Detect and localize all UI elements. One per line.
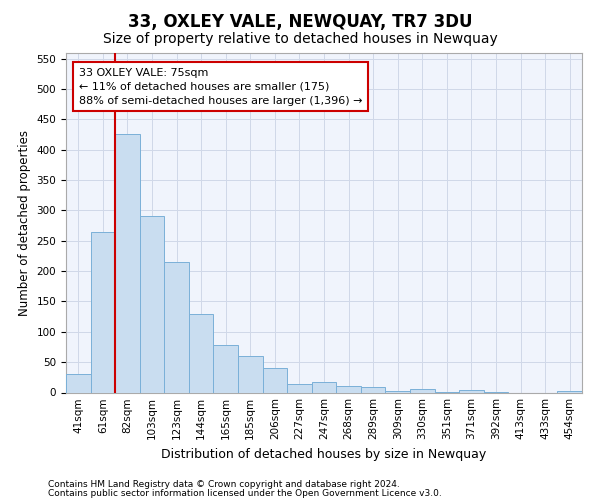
Text: Contains HM Land Registry data © Crown copyright and database right 2024.: Contains HM Land Registry data © Crown c… <box>48 480 400 489</box>
Bar <box>312 382 336 392</box>
X-axis label: Distribution of detached houses by size in Newquay: Distribution of detached houses by size … <box>161 448 487 461</box>
Bar <box>115 134 140 392</box>
Y-axis label: Number of detached properties: Number of detached properties <box>18 130 31 316</box>
Bar <box>238 356 263 393</box>
Bar <box>263 368 287 392</box>
Bar <box>214 345 238 393</box>
Bar <box>410 390 434 392</box>
Text: 33 OXLEY VALE: 75sqm
← 11% of detached houses are smaller (175)
88% of semi-deta: 33 OXLEY VALE: 75sqm ← 11% of detached h… <box>79 68 362 106</box>
Text: Contains public sector information licensed under the Open Government Licence v3: Contains public sector information licen… <box>48 488 442 498</box>
Text: Size of property relative to detached houses in Newquay: Size of property relative to detached ho… <box>103 32 497 46</box>
Bar <box>361 387 385 392</box>
Bar <box>164 262 189 392</box>
Bar <box>189 314 214 392</box>
Bar <box>140 216 164 392</box>
Bar <box>287 384 312 392</box>
Bar <box>91 232 115 392</box>
Text: 33, OXLEY VALE, NEWQUAY, TR7 3DU: 33, OXLEY VALE, NEWQUAY, TR7 3DU <box>128 12 472 30</box>
Bar <box>66 374 91 392</box>
Bar <box>459 390 484 392</box>
Bar <box>336 386 361 392</box>
